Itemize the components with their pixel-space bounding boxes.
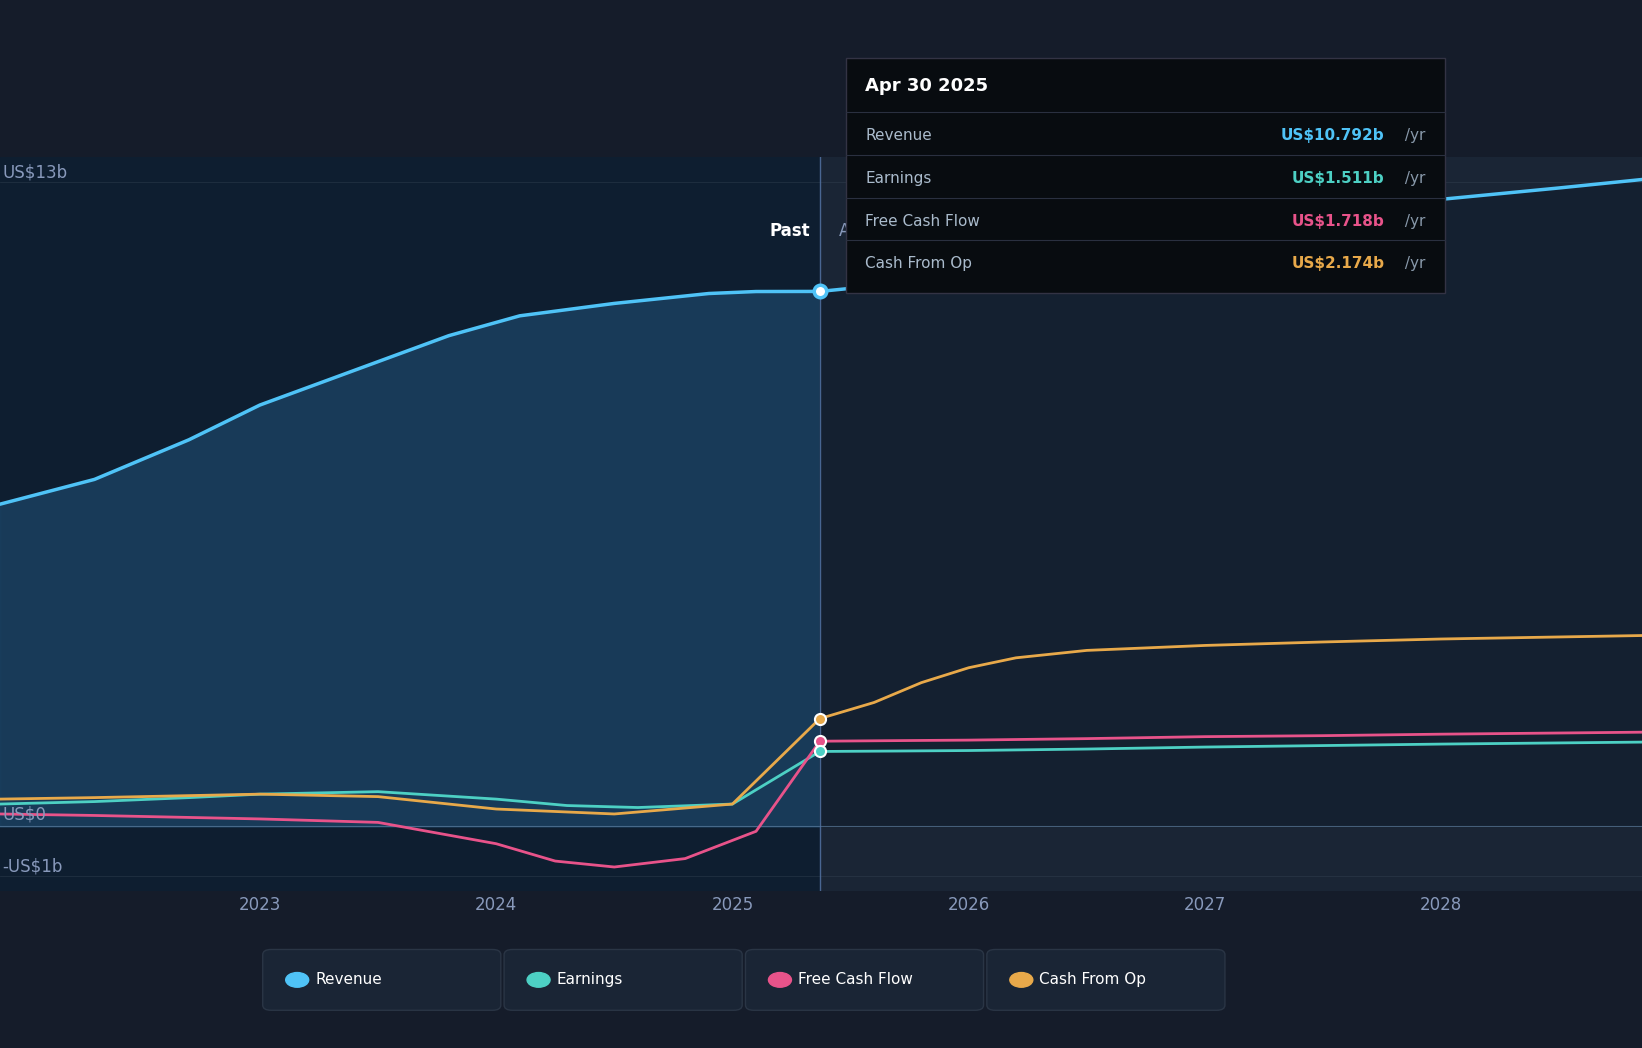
Text: US$1.718b: US$1.718b [1292, 214, 1384, 228]
Text: US$13b: US$13b [2, 163, 67, 182]
Text: Revenue: Revenue [315, 973, 383, 987]
Text: Past: Past [770, 221, 811, 240]
Text: Apr 30 2025: Apr 30 2025 [865, 77, 988, 94]
Text: Analysts Forecasts: Analysts Forecasts [839, 221, 993, 240]
Text: Earnings: Earnings [865, 171, 931, 185]
Text: Revenue: Revenue [865, 128, 933, 144]
Text: /yr: /yr [1401, 257, 1425, 271]
Text: Free Cash Flow: Free Cash Flow [865, 214, 980, 228]
Text: US$0: US$0 [2, 806, 46, 824]
Text: Earnings: Earnings [557, 973, 622, 987]
Text: Free Cash Flow: Free Cash Flow [798, 973, 913, 987]
Text: US$1.511b: US$1.511b [1292, 171, 1384, 185]
Text: /yr: /yr [1401, 214, 1425, 228]
Bar [819, 157, 1642, 891]
Text: US$10.792b: US$10.792b [1281, 128, 1384, 144]
Bar [0, 157, 819, 891]
Text: /yr: /yr [1401, 171, 1425, 185]
Text: US$2.174b: US$2.174b [1291, 257, 1384, 271]
Text: -US$1b: -US$1b [2, 858, 62, 876]
Text: Cash From Op: Cash From Op [1039, 973, 1146, 987]
Text: Cash From Op: Cash From Op [865, 257, 972, 271]
Text: /yr: /yr [1401, 128, 1425, 144]
